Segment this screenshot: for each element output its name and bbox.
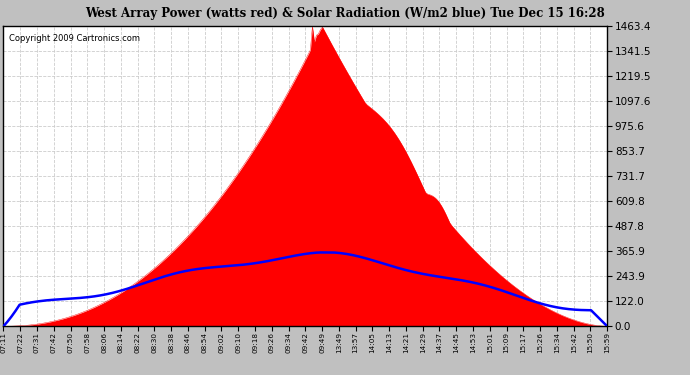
Text: Copyright 2009 Cartronics.com: Copyright 2009 Cartronics.com xyxy=(10,34,141,43)
Text: West Array Power (watts red) & Solar Radiation (W/m2 blue) Tue Dec 15 16:28: West Array Power (watts red) & Solar Rad… xyxy=(85,7,605,20)
